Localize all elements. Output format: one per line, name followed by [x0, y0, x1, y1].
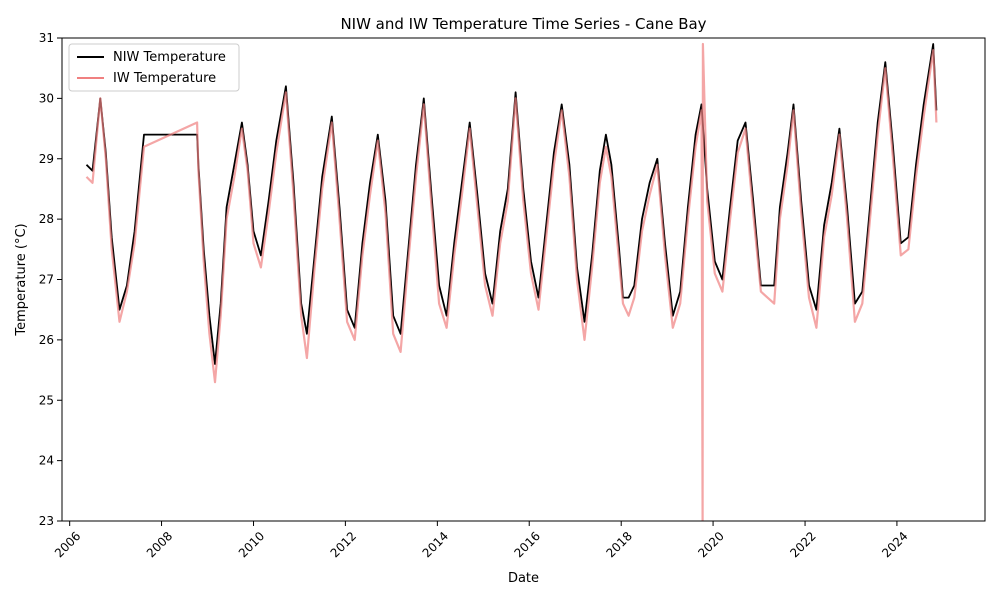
y-axis: 23 24 25 26 27 28 29 30 31: [39, 31, 62, 528]
y-tick-label: 23: [39, 514, 54, 528]
series-layer: [85, 42, 938, 521]
legend-box: [68, 43, 240, 92]
y-tick-label: 28: [39, 212, 54, 226]
legend-label: NIW Temperature: [113, 50, 226, 65]
y-tick-label: 24: [39, 454, 54, 468]
y-tick-label: 29: [39, 152, 54, 166]
y-axis-title: Temperature (°C): [14, 223, 29, 336]
series-line-iw: [85, 42, 938, 521]
y-tick-label: 25: [39, 393, 54, 407]
y-tick-label: 30: [39, 91, 54, 105]
legend-label: IW Temperature: [113, 71, 216, 86]
y-tick-label: 26: [39, 333, 54, 347]
x-axis-title: Date: [508, 571, 539, 586]
chart-title: NIW and IW Temperature Time Series - Can…: [340, 15, 706, 33]
legend: NIW Temperature IW Temperature: [68, 43, 240, 92]
y-tick-label: 27: [39, 273, 54, 287]
y-tick-label: 31: [39, 31, 54, 45]
